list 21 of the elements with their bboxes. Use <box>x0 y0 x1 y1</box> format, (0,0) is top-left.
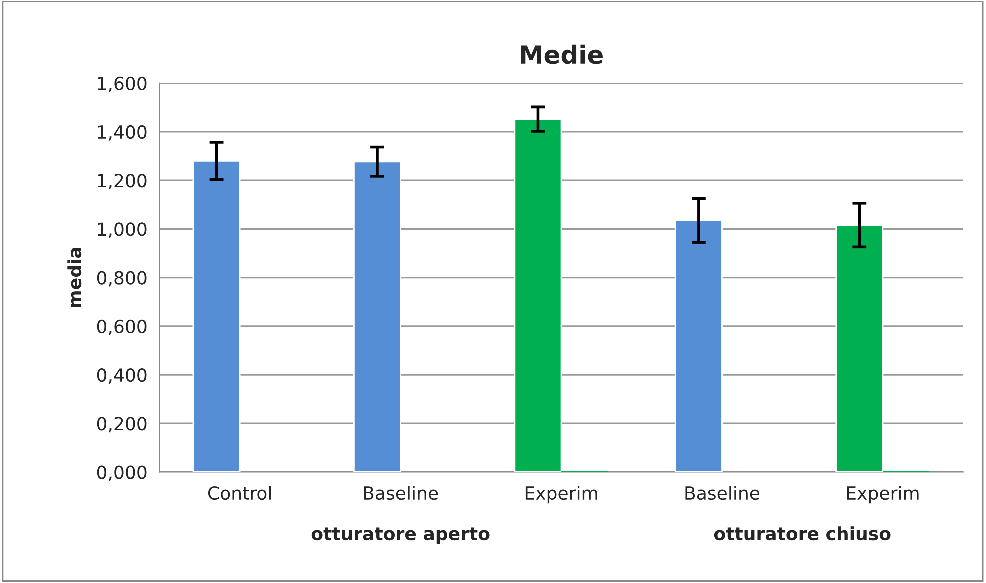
bar <box>354 161 402 472</box>
x-tick-label: Experim <box>526 486 598 504</box>
y-tick-label: 1,400 <box>98 125 147 141</box>
y-tick-label: 0,200 <box>97 417 147 433</box>
x-tick-label: Baseline <box>364 486 438 500</box>
y-tick-label: 0,400 <box>97 368 147 384</box>
y-tick-label: 1,600 <box>98 76 147 92</box>
y-tick-label: 1,200 <box>98 174 147 190</box>
y-tick-label: 1,000 <box>98 222 147 238</box>
text: otturatore aperto <box>312 528 490 544</box>
x-tick-label: Control <box>208 486 272 500</box>
text: otturatore chiuso <box>714 526 891 541</box>
x-tick-label: Baseline <box>686 486 760 500</box>
x-tick-label: Experim <box>847 486 919 504</box>
bar <box>674 220 723 472</box>
chart-title: Medie <box>521 44 603 64</box>
y-axis-title: media <box>68 248 82 308</box>
y-tick-label: 0,000 <box>97 466 147 482</box>
y-tick-label: 0,800 <box>97 271 147 287</box>
bar <box>192 160 241 472</box>
y-tick-label: 0,600 <box>97 320 147 336</box>
